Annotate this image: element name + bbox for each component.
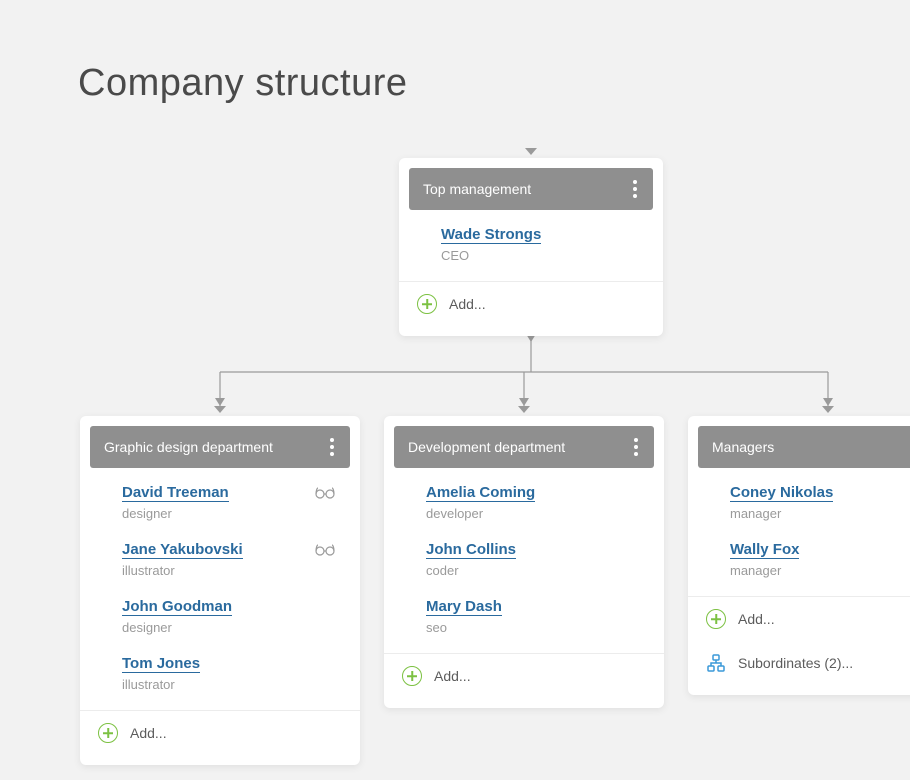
org-chart: Top management Wade Strongs CEO Add... G… [0, 0, 910, 780]
add-label: Add... [434, 668, 471, 684]
person-name-link[interactable]: Mary Dash [426, 598, 502, 616]
add-label: Add... [130, 725, 167, 741]
person-row: John Goodman designer [94, 588, 346, 645]
person-row: Coney Nikolas manager [702, 474, 910, 531]
add-label: Add... [738, 611, 775, 627]
collapse-up-icon[interactable] [518, 406, 530, 413]
add-button[interactable]: Add... [394, 654, 654, 698]
card-title: Development department [408, 439, 565, 455]
person-name-link[interactable]: John Collins [426, 541, 516, 559]
person-row: Tom Jones illustrator [94, 645, 346, 702]
card-title: Top management [423, 181, 531, 197]
kebab-menu-icon[interactable] [632, 436, 640, 458]
person-role: developer [426, 506, 640, 521]
card-header: Top management [409, 168, 653, 210]
person-row: Amelia Coming developer [398, 474, 650, 531]
collapse-up-icon[interactable] [525, 148, 537, 155]
person-name-link[interactable]: Jane Yakubovski [122, 541, 243, 559]
person-role: coder [426, 563, 640, 578]
plus-icon [706, 609, 726, 629]
collapse-up-icon[interactable] [822, 406, 834, 413]
card-header: Development department [394, 426, 654, 468]
subordinates-button[interactable]: Subordinates (2)... [698, 641, 910, 685]
subordinates-icon [706, 653, 726, 673]
card-graphic-design: Graphic design department David Treeman … [80, 416, 360, 765]
add-label: Add... [449, 296, 486, 312]
kebab-menu-icon[interactable] [328, 436, 336, 458]
add-button[interactable]: Add... [409, 282, 653, 326]
card-development: Development department Amelia Coming dev… [384, 416, 664, 708]
card-body: David Treeman designer Jane Yakubovski i… [90, 468, 350, 704]
person-row: Wally Fox manager [702, 531, 910, 588]
person-role: manager [730, 563, 910, 578]
person-name-link[interactable]: David Treeman [122, 484, 229, 502]
person-name-link[interactable]: Wade Strongs [441, 226, 541, 244]
person-role: designer [122, 506, 336, 521]
glasses-icon [314, 543, 336, 562]
plus-icon [402, 666, 422, 686]
card-body: Amelia Coming developer John Collins cod… [394, 468, 654, 647]
person-role: illustrator [122, 563, 336, 578]
person-row: John Collins coder [398, 531, 650, 588]
card-managers: Managers Coney Nikolas manager Wally Fox… [688, 416, 910, 695]
person-name-link[interactable]: Coney Nikolas [730, 484, 833, 502]
kebab-menu-icon[interactable] [631, 178, 639, 200]
collapse-up-icon[interactable] [214, 406, 226, 413]
card-body: Coney Nikolas manager Wally Fox manager [698, 468, 910, 590]
person-role: designer [122, 620, 336, 635]
card-title: Managers [712, 439, 774, 455]
card-body: Wade Strongs CEO [409, 210, 653, 275]
card-title: Graphic design department [104, 439, 273, 455]
person-row: Jane Yakubovski illustrator [94, 531, 346, 588]
add-button[interactable]: Add... [698, 597, 910, 641]
card-top-management: Top management Wade Strongs CEO Add... [399, 158, 663, 336]
person-name-link[interactable]: John Goodman [122, 598, 232, 616]
person-name-link[interactable]: Tom Jones [122, 655, 200, 673]
person-role: CEO [441, 248, 639, 263]
plus-icon [98, 723, 118, 743]
person-role: illustrator [122, 677, 336, 692]
person-row: David Treeman designer [94, 474, 346, 531]
card-header: Graphic design department [90, 426, 350, 468]
person-name-link[interactable]: Wally Fox [730, 541, 799, 559]
person-row: Wade Strongs CEO [413, 216, 649, 273]
subordinates-label: Subordinates (2)... [738, 655, 853, 671]
person-role: manager [730, 506, 910, 521]
person-role: seo [426, 620, 640, 635]
add-button[interactable]: Add... [90, 711, 350, 755]
person-row: Mary Dash seo [398, 588, 650, 645]
card-header: Managers [698, 426, 910, 468]
person-name-link[interactable]: Amelia Coming [426, 484, 535, 502]
glasses-icon [314, 486, 336, 505]
plus-icon [417, 294, 437, 314]
